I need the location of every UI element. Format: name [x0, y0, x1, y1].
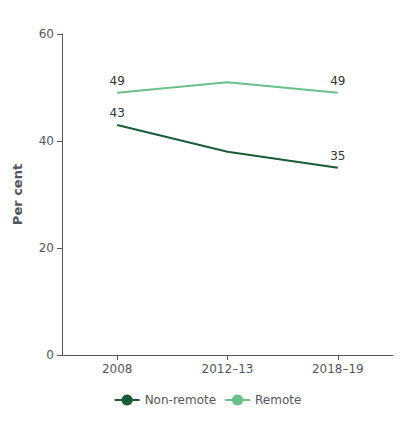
svg-text:2018–19: 2018–19 — [312, 362, 364, 376]
svg-text:0: 0 — [46, 348, 54, 362]
svg-text:2008: 2008 — [102, 362, 133, 376]
svg-text:49: 49 — [110, 74, 125, 88]
svg-text:60: 60 — [39, 27, 54, 41]
svg-text:43: 43 — [110, 106, 125, 120]
svg-text:Non-remote: Non-remote — [145, 393, 216, 407]
svg-text:35: 35 — [330, 149, 345, 163]
svg-text:Per cent: Per cent — [10, 164, 25, 225]
svg-text:20: 20 — [39, 241, 54, 255]
svg-text:40: 40 — [39, 134, 54, 148]
svg-text:49: 49 — [330, 74, 345, 88]
svg-text:2012–13: 2012–13 — [202, 362, 254, 376]
svg-text:Remote: Remote — [255, 393, 301, 407]
